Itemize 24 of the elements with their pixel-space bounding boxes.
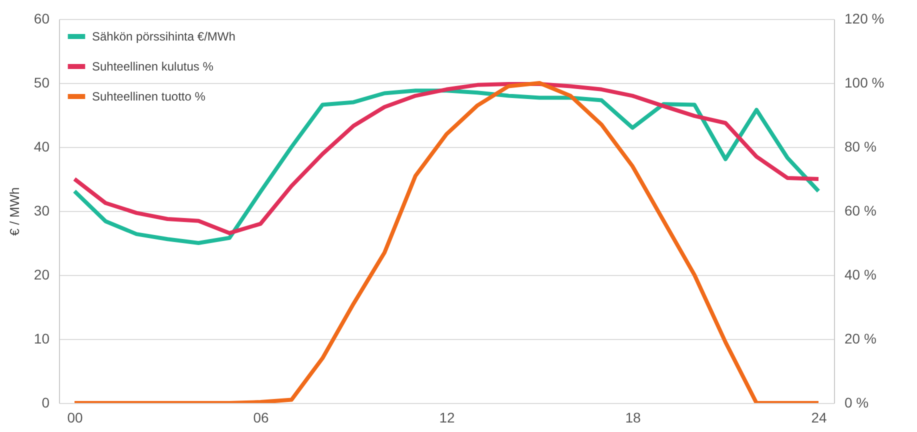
x-tick-label: 06 <box>253 410 269 426</box>
y-tick-label: 10 <box>34 330 50 346</box>
legend-label: Suhteellinen tuotto % <box>92 90 206 104</box>
x-tick-label: 00 <box>67 410 83 426</box>
x-tick-label: 18 <box>625 410 641 426</box>
y-tick-label: 60 <box>34 10 50 26</box>
y2-tick-label: 20 % <box>844 330 876 346</box>
y2-tick-label: 100 % <box>844 74 884 90</box>
x-tick-label: 12 <box>439 410 455 426</box>
y-tick-label: 30 <box>34 202 50 218</box>
y-tick-label: 40 <box>34 138 50 154</box>
y-tick-label: 50 <box>34 74 50 90</box>
y2-tick-label: 80 % <box>844 138 876 154</box>
x-tick-label: 24 <box>811 410 827 426</box>
legend-label: Sähkön pörssihinta €/MWh <box>92 30 236 44</box>
y-tick-label: 0 <box>42 394 50 410</box>
legend-label: Suhteellinen kulutus % <box>92 60 214 74</box>
y-axis-title: € / MWh <box>6 187 22 236</box>
y2-tick-label: 0 % <box>844 394 869 410</box>
y2-tick-label: 60 % <box>844 202 876 218</box>
y2-tick-label: 120 % <box>844 10 884 26</box>
y-tick-label: 20 <box>34 266 50 282</box>
y2-tick-label: 40 % <box>844 266 876 282</box>
line-series <box>72 81 820 403</box>
